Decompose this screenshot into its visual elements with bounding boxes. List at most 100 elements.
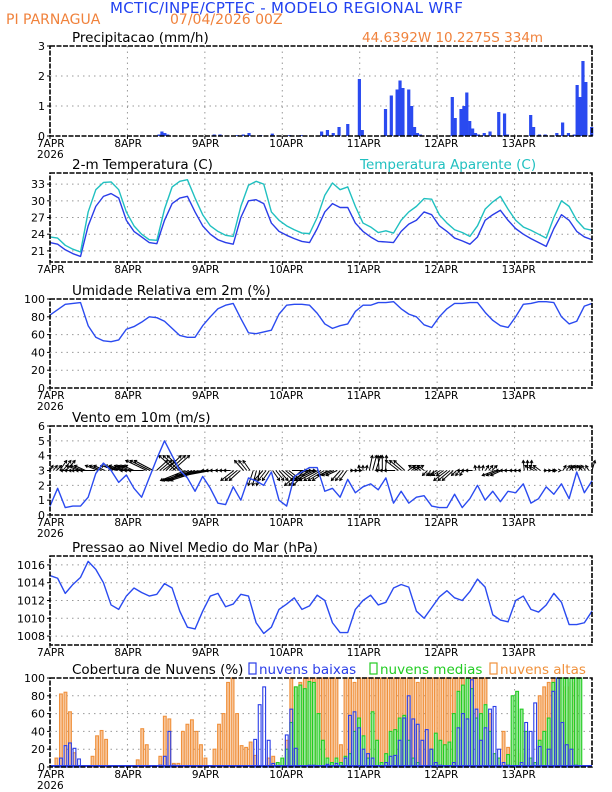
wind-vector: [581, 465, 586, 471]
wind-arrowhead: [433, 477, 437, 482]
cloud-bar-nuvens-medias: [311, 681, 316, 768]
wind-arrowhead: [224, 477, 229, 482]
precip-bar: [465, 92, 469, 136]
wind-arrowhead: [357, 464, 362, 469]
precip-bar: [584, 82, 588, 136]
wind-arrowhead: [567, 464, 571, 469]
cloud-bar-nuvens-altas: [99, 729, 104, 768]
wind-arrowhead: [67, 459, 72, 464]
wind-arrowhead: [412, 464, 417, 469]
plot-frame: [49, 298, 593, 389]
cloud-bar-nuvens-altas: [194, 730, 199, 768]
wind-arrowhead: [59, 468, 64, 473]
y-tick-label: 1016: [17, 559, 45, 572]
precip-bar: [578, 97, 582, 136]
x-tick-label: 10APR: [269, 769, 303, 781]
wind-arrowhead: [521, 459, 526, 464]
wind-arrowhead: [350, 468, 355, 473]
wind-arrowhead: [455, 472, 459, 477]
wind-vector: [562, 465, 567, 471]
cloud-bar-nuvens-altas: [95, 735, 100, 768]
y-tick-label: 1012: [17, 595, 45, 608]
wind-vector: [426, 470, 432, 476]
cloud-bar-nuvens-medias: [542, 730, 547, 768]
x-tick-label: 12APR: [424, 264, 458, 276]
run-date-label: 07/04/2026 00Z: [170, 12, 283, 28]
wind-arrowhead: [276, 477, 281, 482]
wind-arrowhead: [334, 477, 339, 482]
wind-arrowhead: [169, 477, 174, 482]
cloud-bar-nuvens-baixas: [533, 702, 538, 768]
wind-arrowhead: [182, 454, 187, 459]
wind-arrowhead: [312, 468, 317, 473]
x-tick-label: 13APR: [502, 138, 536, 150]
cloud-bar-nuvens-altas: [140, 728, 145, 768]
x-tick-label: 8APR: [114, 264, 142, 276]
legend-swatch-nuvens-baixas: [248, 662, 257, 675]
wind-vector: [307, 470, 325, 481]
wind-arrowhead: [117, 464, 122, 469]
wind-arrowhead: [384, 454, 389, 459]
wind-arrowhead: [473, 464, 478, 469]
wind-vector: [437, 470, 451, 481]
x-tick-label: 7APR: [37, 264, 65, 276]
wind-vector: [416, 465, 425, 471]
x-tick-label: 11APR: [347, 769, 381, 781]
y-tick-label: 0: [38, 761, 45, 774]
cloud-bar-nuvens-medias: [515, 690, 520, 768]
x-tick-label: 7APR: [37, 138, 65, 150]
precip-bar: [357, 79, 361, 136]
cloud-bar-nuvens-altas: [221, 713, 226, 768]
wind-vector: [158, 455, 177, 471]
wind-arrowhead: [123, 468, 128, 473]
y-tick-label: 100: [24, 293, 45, 306]
y-tick-label: 2: [38, 479, 45, 492]
legend-nuvens-medias: nuvens medias: [380, 662, 482, 678]
wind-arrowhead: [481, 472, 486, 477]
x-tick-label: 10APR: [269, 138, 303, 150]
wind-arrowhead: [67, 468, 72, 473]
cloud-bar-nuvens-altas: [235, 713, 240, 768]
wind-vector: [433, 470, 448, 481]
cloud-bar-nuvens-medias: [578, 677, 583, 768]
wind-vector: [288, 470, 306, 486]
cloud-bar-nuvens-baixas: [262, 686, 267, 768]
wind-vector: [118, 465, 131, 471]
x-tick-label: 12APR: [424, 138, 458, 150]
y-tick-label: 80: [31, 690, 45, 703]
wind-arrowhead: [209, 468, 213, 473]
precip-bar: [337, 127, 341, 136]
cloud-bar-nuvens-medias: [573, 677, 578, 768]
wind-arrowhead: [459, 472, 463, 477]
precip-bar: [412, 127, 417, 136]
wind-arrowhead: [174, 473, 179, 478]
cloud-bar-nuvens-altas: [230, 677, 235, 768]
wind-arrowhead: [464, 468, 469, 473]
wind-vector: [591, 460, 596, 471]
wind-vector: [224, 470, 238, 481]
wind-arrowhead: [528, 464, 533, 469]
precip-bar: [450, 97, 454, 136]
precip-bar: [468, 121, 472, 136]
series-line-0: [49, 300, 593, 343]
precip-bar: [561, 122, 565, 136]
y-tick-label: 80: [31, 311, 45, 324]
panel-2: [47, 298, 593, 391]
cloud-bar-nuvens-medias: [438, 739, 443, 768]
wind-arrowhead: [339, 477, 343, 482]
wind-arrowhead: [573, 464, 578, 469]
wind-arrowhead: [257, 477, 262, 482]
precip-bar: [299, 135, 303, 136]
wind-vector: [528, 465, 538, 471]
legend-swatch-nuvens-altas: [489, 662, 498, 675]
precip-bar: [459, 109, 463, 136]
x-tick-label: 12APR: [424, 390, 458, 402]
wind-arrowhead: [289, 477, 294, 482]
wind-arrowhead: [592, 459, 597, 464]
wind-arrowhead: [553, 468, 558, 473]
x-tick-label: 11APR: [347, 264, 381, 276]
wind-arrowhead: [88, 464, 93, 469]
wind-arrowhead: [255, 482, 260, 487]
wind-arrowhead: [512, 468, 517, 473]
x-tick-label: 9APR: [192, 264, 220, 276]
